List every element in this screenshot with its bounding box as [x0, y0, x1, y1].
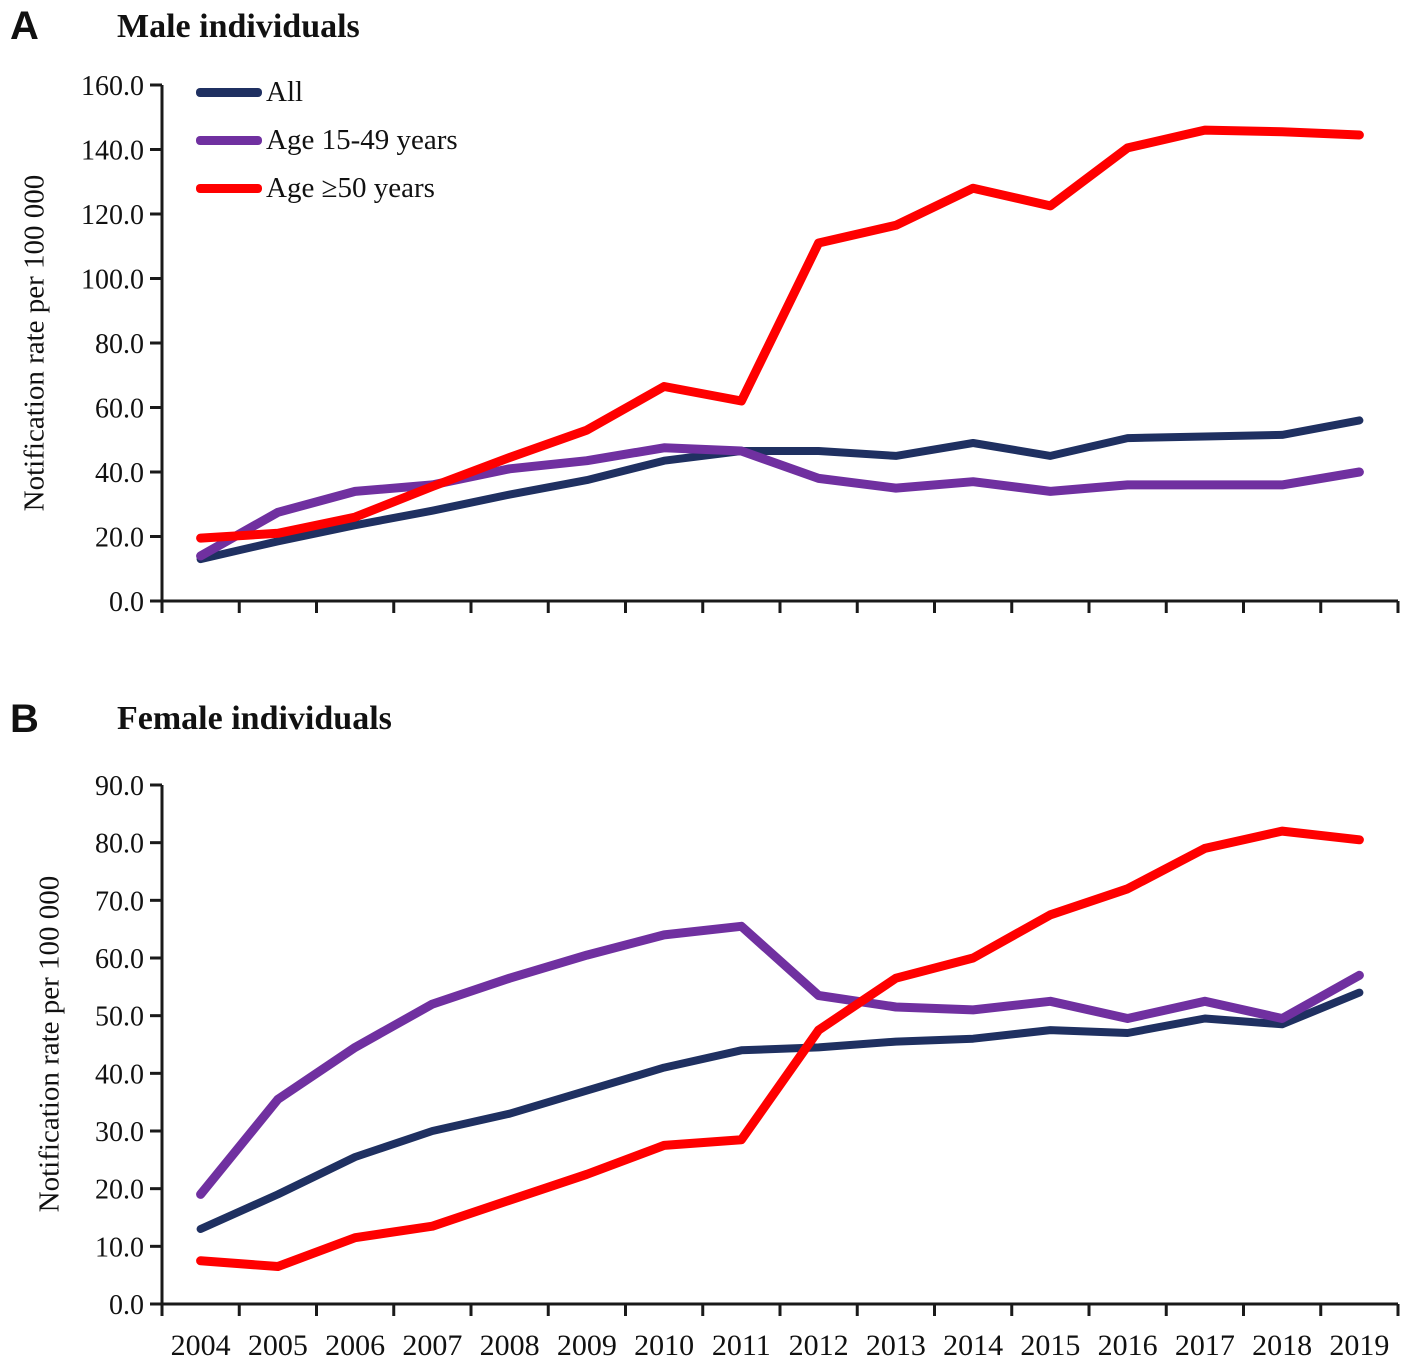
x-axis-year-label: 2007	[402, 1329, 462, 1362]
y-tick-label-a: 20.0	[95, 523, 144, 554]
legend-item: Age ≥50 years	[196, 164, 458, 212]
panel-a-title: Male individuals	[117, 8, 360, 45]
y-tick-label-b: 10.0	[95, 1232, 144, 1263]
series-line-b-0	[196, 988, 1364, 1233]
legend-label: Age ≥50 years	[266, 171, 435, 204]
series-line-a-1	[196, 443, 1364, 561]
y-tick-label-b: 90.0	[95, 771, 144, 802]
y-tick-label-b: 80.0	[95, 829, 144, 860]
x-axis-year-label: 2015	[1020, 1329, 1080, 1362]
legend-label: Age 15-49 years	[266, 123, 458, 156]
y-tick-label-a: 160.0	[81, 71, 144, 102]
panel-a-letter: A	[10, 4, 39, 48]
panel-b-title: Female individuals	[117, 700, 392, 737]
axis-lines-b	[160, 785, 1398, 1306]
x-axis-year-label: 2005	[248, 1329, 308, 1362]
x-axis-year-label: 2008	[480, 1329, 540, 1362]
legend: All Age 15-49 years Age ≥50 years	[196, 68, 458, 212]
y-tick-label-b: 60.0	[95, 944, 144, 975]
legend-item: All	[196, 68, 458, 116]
series-line-a-0	[196, 416, 1364, 564]
x-axis-year-label: 2012	[789, 1329, 849, 1362]
y-tick-label-b: 50.0	[95, 1002, 144, 1033]
y-tick-label-a: 140.0	[81, 136, 144, 167]
y-tick-label-b: 30.0	[95, 1117, 144, 1148]
y-tick-label-b: 70.0	[95, 886, 144, 917]
x-axis-year-label: 2006	[325, 1329, 385, 1362]
panel-b-letter: B	[10, 697, 39, 741]
x-axis-year-label: 2017	[1175, 1329, 1235, 1362]
x-axis-year-label: 2009	[557, 1329, 617, 1362]
x-axis-year-label: 2011	[712, 1329, 771, 1362]
y-tick-label-a: 40.0	[95, 458, 144, 489]
x-axis-year-label: 2013	[866, 1329, 926, 1362]
x-axis-year-label: 2010	[634, 1329, 694, 1362]
legend-swatch	[196, 87, 262, 97]
y-tick-label-a: 100.0	[81, 265, 144, 296]
series-line-b-1	[196, 921, 1364, 1199]
y-tick-label-b: 0.0	[109, 1290, 144, 1321]
y-tick-label-b: 20.0	[95, 1175, 144, 1206]
y-tick-label-a: 60.0	[95, 394, 144, 425]
legend-swatch	[196, 183, 262, 193]
x-axis-year-label: 2004	[171, 1329, 231, 1362]
legend-label: All	[266, 75, 304, 108]
series-line-b-2	[196, 826, 1364, 1271]
y-tick-label-a: 120.0	[81, 200, 144, 231]
y-tick-label-a: 80.0	[95, 329, 144, 360]
legend-swatch	[196, 135, 262, 145]
x-axis-year-label: 2016	[1098, 1329, 1158, 1362]
x-axis-year-label: 2014	[943, 1329, 1003, 1362]
x-axis-year-label: 2019	[1329, 1329, 1389, 1362]
series-line-a-2	[196, 125, 1364, 543]
legend-item: Age 15-49 years	[196, 116, 458, 164]
y-tick-label-a: 0.0	[109, 587, 144, 618]
x-axis-year-label: 2018	[1252, 1329, 1312, 1362]
y-tick-label-b: 40.0	[95, 1059, 144, 1090]
